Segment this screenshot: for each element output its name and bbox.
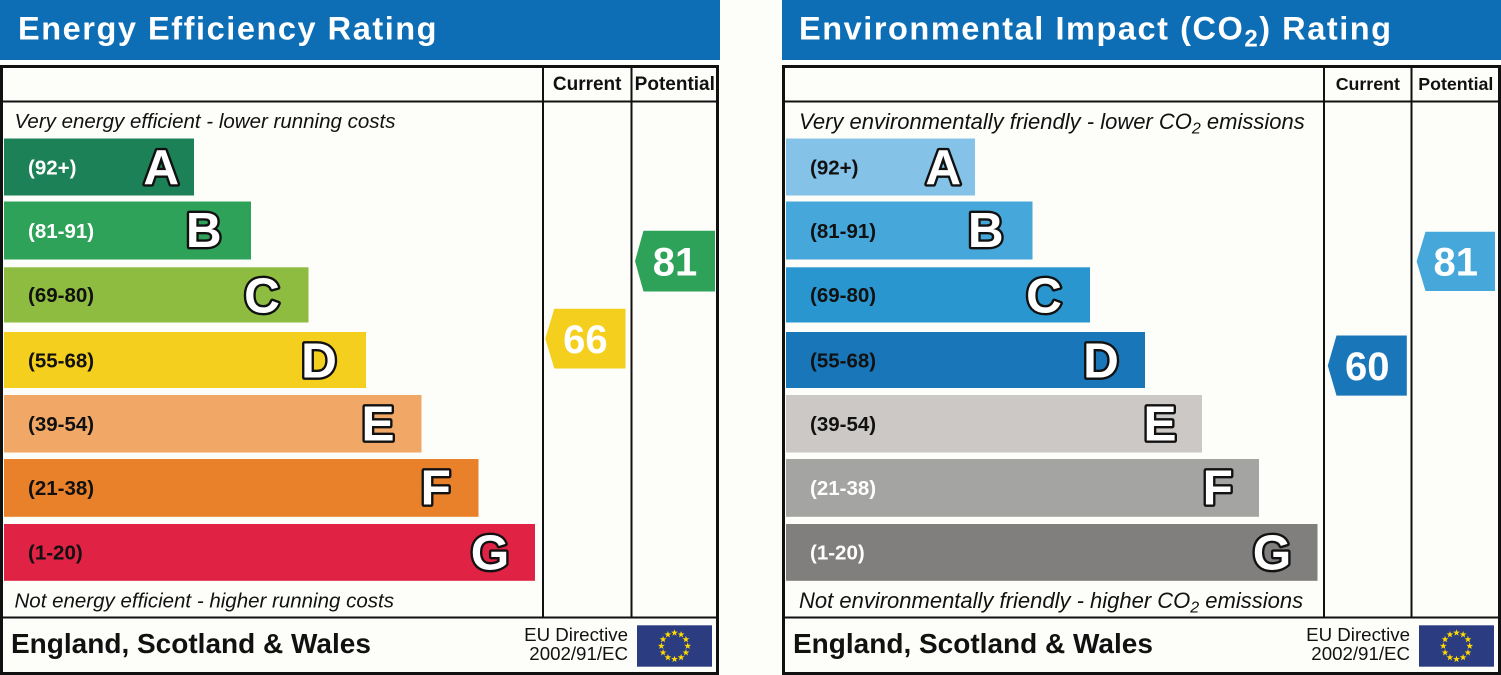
svg-text:(39-54): (39-54) [810,413,876,436]
svg-text:EU Directive: EU Directive [524,624,628,645]
svg-text:(55-68): (55-68) [810,349,876,372]
svg-text:(92+): (92+) [810,156,858,179]
svg-text:(81-91): (81-91) [810,220,876,243]
svg-text:(21-38): (21-38) [28,477,94,500]
svg-text:(1-20): (1-20) [28,542,83,565]
svg-text:B: B [186,203,222,258]
svg-text:Not energy efficient - higher: Not energy efficient - higher running co… [15,590,394,613]
svg-text:2002/91/EC: 2002/91/EC [1311,643,1410,664]
svg-text:G: G [1253,525,1292,580]
svg-text:G: G [471,525,510,580]
svg-text:(1-20): (1-20) [810,542,865,565]
svg-text:England, Scotland & Wales: England, Scotland & Wales [793,628,1153,659]
svg-text:2002/91/EC: 2002/91/EC [529,643,628,664]
svg-text:81: 81 [1434,241,1479,285]
svg-text:B: B [968,203,1004,258]
svg-text:Very energy efficient - lower: Very energy efficient - lower running co… [15,110,396,133]
svg-text:EU Directive: EU Directive [1306,624,1410,645]
svg-text:Potential: Potential [635,74,715,95]
svg-text:Current: Current [553,74,622,95]
svg-text:Not environmentally friendly -: Not environmentally friendly - higher CO… [799,588,1303,617]
svg-text:Current: Current [1336,74,1400,94]
svg-text:(69-80): (69-80) [810,284,876,307]
svg-text:A: A [143,140,179,195]
svg-text:(81-91): (81-91) [28,220,94,243]
svg-text:Energy Efficiency Rating: Energy Efficiency Rating [18,11,438,47]
svg-text:A: A [925,140,961,195]
svg-text:England, Scotland & Wales: England, Scotland & Wales [11,628,371,659]
svg-text:C: C [244,269,280,324]
svg-text:Environmental Impact (CO2) Rat: Environmental Impact (CO2) Rating [799,11,1393,53]
svg-text:E: E [361,396,394,451]
svg-text:(55-68): (55-68) [28,349,94,372]
svg-text:D: D [1083,333,1119,388]
svg-text:C: C [1026,269,1062,324]
svg-text:(69-80): (69-80) [28,284,94,307]
svg-text:(39-54): (39-54) [28,413,94,436]
svg-text:60: 60 [1345,345,1390,389]
svg-text:81: 81 [653,240,698,284]
svg-text:66: 66 [563,318,608,362]
svg-text:(92+): (92+) [28,156,76,179]
svg-text:Very environmentally friendly: Very environmentally friendly - lower CO… [799,109,1305,138]
svg-text:F: F [421,460,451,515]
svg-text:E: E [1143,396,1176,451]
svg-text:(21-38): (21-38) [810,477,876,500]
svg-text:D: D [301,333,337,388]
svg-text:F: F [1203,460,1233,515]
svg-text:Potential: Potential [1418,74,1493,94]
